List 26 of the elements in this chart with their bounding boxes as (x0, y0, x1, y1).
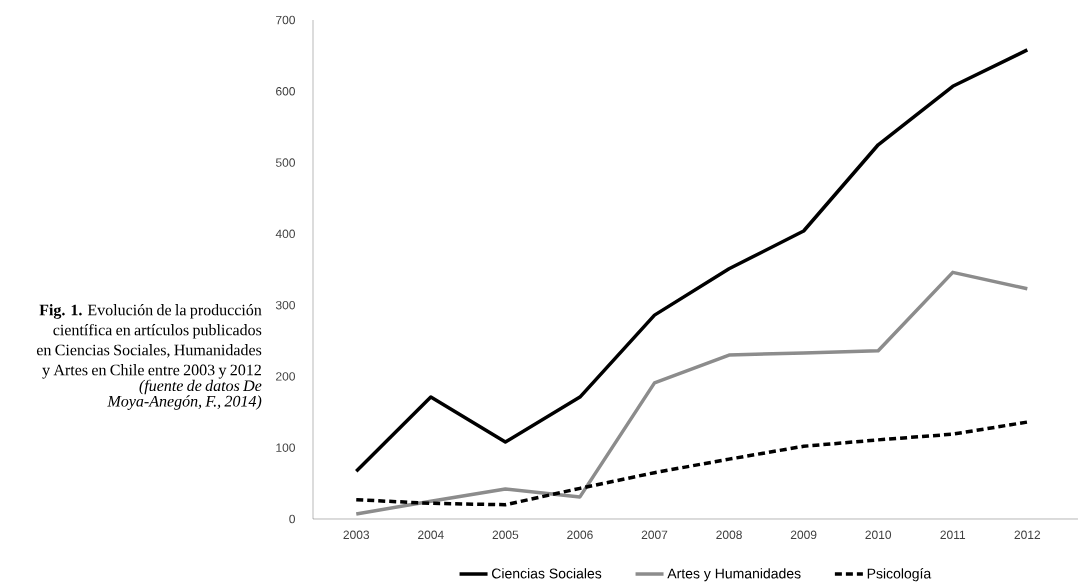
x-tick-label: 2012 (1014, 530, 1041, 540)
text: Fig. 1. Evolución de la producción científica en artículos publicados en Ciencias Sociales, Humanidades y Artes en Chile entre 2003 y 2012 (36, 304, 262, 379)
x-tick-label: 2011 (940, 530, 966, 540)
line-series (354, 48, 1030, 473)
legend-label: Ciencias Sociales (492, 568, 602, 579)
x-tick-label: 2003 (343, 530, 370, 540)
y-tick-label: 500 (275, 158, 296, 167)
y-tick-label: 300 (275, 300, 296, 310)
x-tick-label: 2007 (641, 530, 668, 540)
x-tick-label: 2010 (865, 530, 892, 540)
x-tick-label: 2008 (716, 530, 742, 540)
line-series (354, 270, 1030, 516)
legend-label: Psicología (867, 568, 932, 582)
y-tick-label: 700 (276, 15, 296, 25)
legend-label: Artes y Humanidades (667, 568, 801, 582)
x-tick-label: 2004 (418, 530, 444, 540)
y-tick-label: 400 (275, 229, 296, 239)
text: (fuente de datos De Moya-Anegón, F., 2014) (107, 379, 262, 410)
y-tick-label: 600 (276, 87, 296, 96)
y-tick-label: 200 (276, 372, 296, 381)
y-tick-label: 0 (289, 514, 296, 524)
x-tick-label: 2005 (492, 530, 519, 540)
line-series (354, 420, 1030, 507)
x-tick-label: 2009 (790, 530, 817, 540)
y-tick-label: 100 (276, 443, 296, 452)
x-tick-label: 2006 (567, 530, 593, 540)
